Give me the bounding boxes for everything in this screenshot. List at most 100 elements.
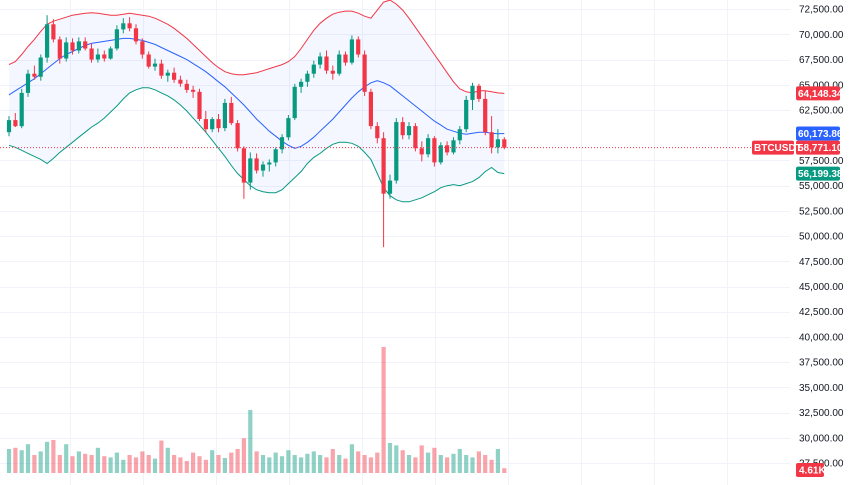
volume-bar	[426, 452, 431, 473]
grid	[0, 0, 790, 485]
candle-body	[432, 138, 437, 163]
symbol-label-bg	[752, 140, 794, 155]
volume-bar	[184, 461, 189, 473]
volume-bar	[279, 456, 285, 473]
volume-bar	[362, 455, 367, 473]
candle-body	[51, 24, 56, 40]
candle-body	[45, 24, 50, 58]
candle-body	[292, 86, 297, 119]
candle-body	[451, 140, 456, 153]
candle-body	[165, 72, 170, 76]
volume-bar	[127, 455, 132, 473]
volume-bar	[470, 457, 475, 473]
bollinger-upper-line	[8, 0, 505, 94]
volume-bar	[324, 457, 329, 473]
bb-upper-label: 64,148.34	[798, 89, 843, 100]
volume-bar	[38, 451, 43, 473]
candle-body	[76, 41, 81, 51]
candle-body	[502, 139, 507, 148]
volume-bar	[394, 445, 399, 473]
candle-body	[349, 39, 354, 63]
candle-body	[38, 57, 43, 77]
candle-body	[178, 79, 183, 84]
bollinger-band-fill	[9, 0, 505, 202]
volume-bar	[172, 455, 177, 473]
y-tick-label: 40,000.00	[799, 333, 844, 344]
candle-body	[387, 180, 393, 194]
candle-body	[13, 120, 18, 127]
symbol-label: BTCUSDT	[754, 143, 802, 154]
candle-body	[267, 162, 272, 165]
volume-bar	[57, 455, 62, 473]
volume-bar	[349, 444, 354, 473]
volume-bar	[318, 455, 323, 473]
volume-bar	[121, 459, 126, 473]
volume-bar	[413, 457, 418, 473]
candle-body	[121, 23, 126, 30]
bb-lower-label: 56,199.38	[798, 169, 843, 180]
candle-body	[375, 126, 380, 139]
volume-bar	[95, 447, 100, 473]
y-tick-label: 37,500.00	[799, 358, 844, 369]
volume-bar	[203, 459, 208, 473]
candle-body	[70, 42, 75, 51]
volume-bar	[229, 452, 234, 473]
candle-body	[146, 54, 151, 67]
candle-body	[356, 39, 361, 55]
volume-bar	[502, 468, 507, 473]
candle-body	[114, 29, 119, 49]
volume-bar	[83, 453, 88, 473]
candle-body	[286, 118, 291, 138]
volume-bar	[260, 455, 266, 473]
candle-body	[235, 123, 240, 149]
candle-body	[419, 148, 424, 155]
candle-body	[311, 64, 316, 74]
volume-bar	[286, 450, 291, 473]
volume-bar	[387, 443, 393, 473]
candle-body	[362, 54, 367, 92]
candlesticks	[6, 15, 507, 248]
volume-bar	[445, 457, 450, 473]
candle-body	[32, 73, 37, 77]
y-tick-label: 72,500.00	[799, 5, 844, 16]
candle-body	[305, 73, 310, 82]
candle-body	[197, 91, 202, 119]
candle-body	[426, 138, 431, 155]
volume-bar	[191, 452, 196, 473]
volume-bar	[343, 458, 348, 473]
volume-bar	[451, 453, 456, 473]
volume-bar	[464, 455, 469, 473]
volume-bar	[165, 447, 170, 473]
volume-label-bg	[796, 463, 824, 477]
volume-bar	[375, 452, 380, 473]
candle-body	[172, 72, 177, 80]
volume-bar	[305, 453, 310, 473]
candle-body	[413, 126, 418, 149]
candle-body	[222, 102, 227, 129]
volume-bar	[178, 457, 183, 473]
volume-bar	[381, 347, 386, 473]
volume-bar	[438, 455, 443, 473]
y-tick-label: 55,000.00	[799, 181, 844, 192]
y-tick-label: 45,000.00	[799, 282, 844, 293]
bb-lower-label-bg	[796, 166, 840, 181]
last-price-label-bg	[796, 140, 840, 155]
volume-bar	[32, 455, 37, 473]
volume-bar	[64, 444, 69, 473]
candle-body	[457, 129, 462, 141]
y-tick-label: 47,500.00	[799, 257, 844, 268]
volume-bar	[400, 450, 405, 473]
candle-body	[495, 139, 500, 148]
candle-body	[470, 85, 475, 100]
bb-upper-label-bg	[796, 86, 840, 101]
volume-bar	[222, 458, 227, 473]
bollinger-lower-line	[8, 87, 505, 203]
volume-bar	[197, 456, 202, 473]
volume-bar	[45, 441, 50, 473]
candle-body	[108, 48, 113, 59]
candle-body	[102, 54, 107, 59]
volume-bar	[419, 445, 424, 473]
volume-bar	[210, 450, 215, 473]
candle-body	[260, 164, 266, 171]
